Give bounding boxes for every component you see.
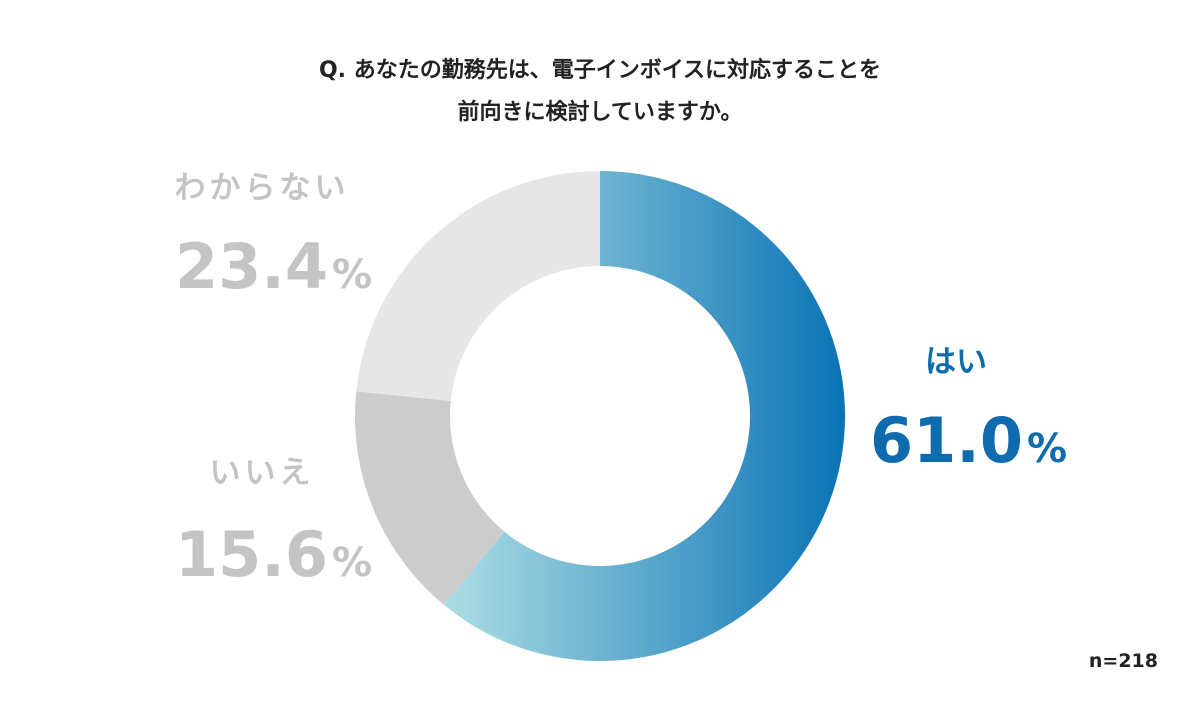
label-category-no: いいえ: [210, 455, 315, 491]
label-value-no: 15.6%: [175, 518, 372, 591]
chart-title-line-2: 前向きに検討していますか。: [458, 99, 743, 125]
slice-no: [354, 391, 505, 605]
label-value-yes: 61.0%: [870, 404, 1067, 477]
slice-unknown: [356, 171, 600, 401]
label-category-yes: はい: [925, 344, 987, 380]
slice-yes: [443, 171, 845, 661]
slice-labels: はい 61.0 % いいえ 15.6 % わからない 23.4%: [175, 170, 1068, 591]
chart-title-line-1: Q. あなたの勤務先は、電子インボイスに対応することを: [319, 57, 881, 83]
sample-size-label: n=218: [1088, 650, 1158, 672]
donut-slices: [354, 171, 845, 661]
label-value-unknown: 23.4%: [175, 230, 372, 303]
label-category-unknown: わからない: [175, 170, 350, 206]
